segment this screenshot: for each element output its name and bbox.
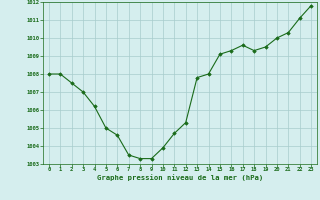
X-axis label: Graphe pression niveau de la mer (hPa): Graphe pression niveau de la mer (hPa) — [97, 174, 263, 181]
